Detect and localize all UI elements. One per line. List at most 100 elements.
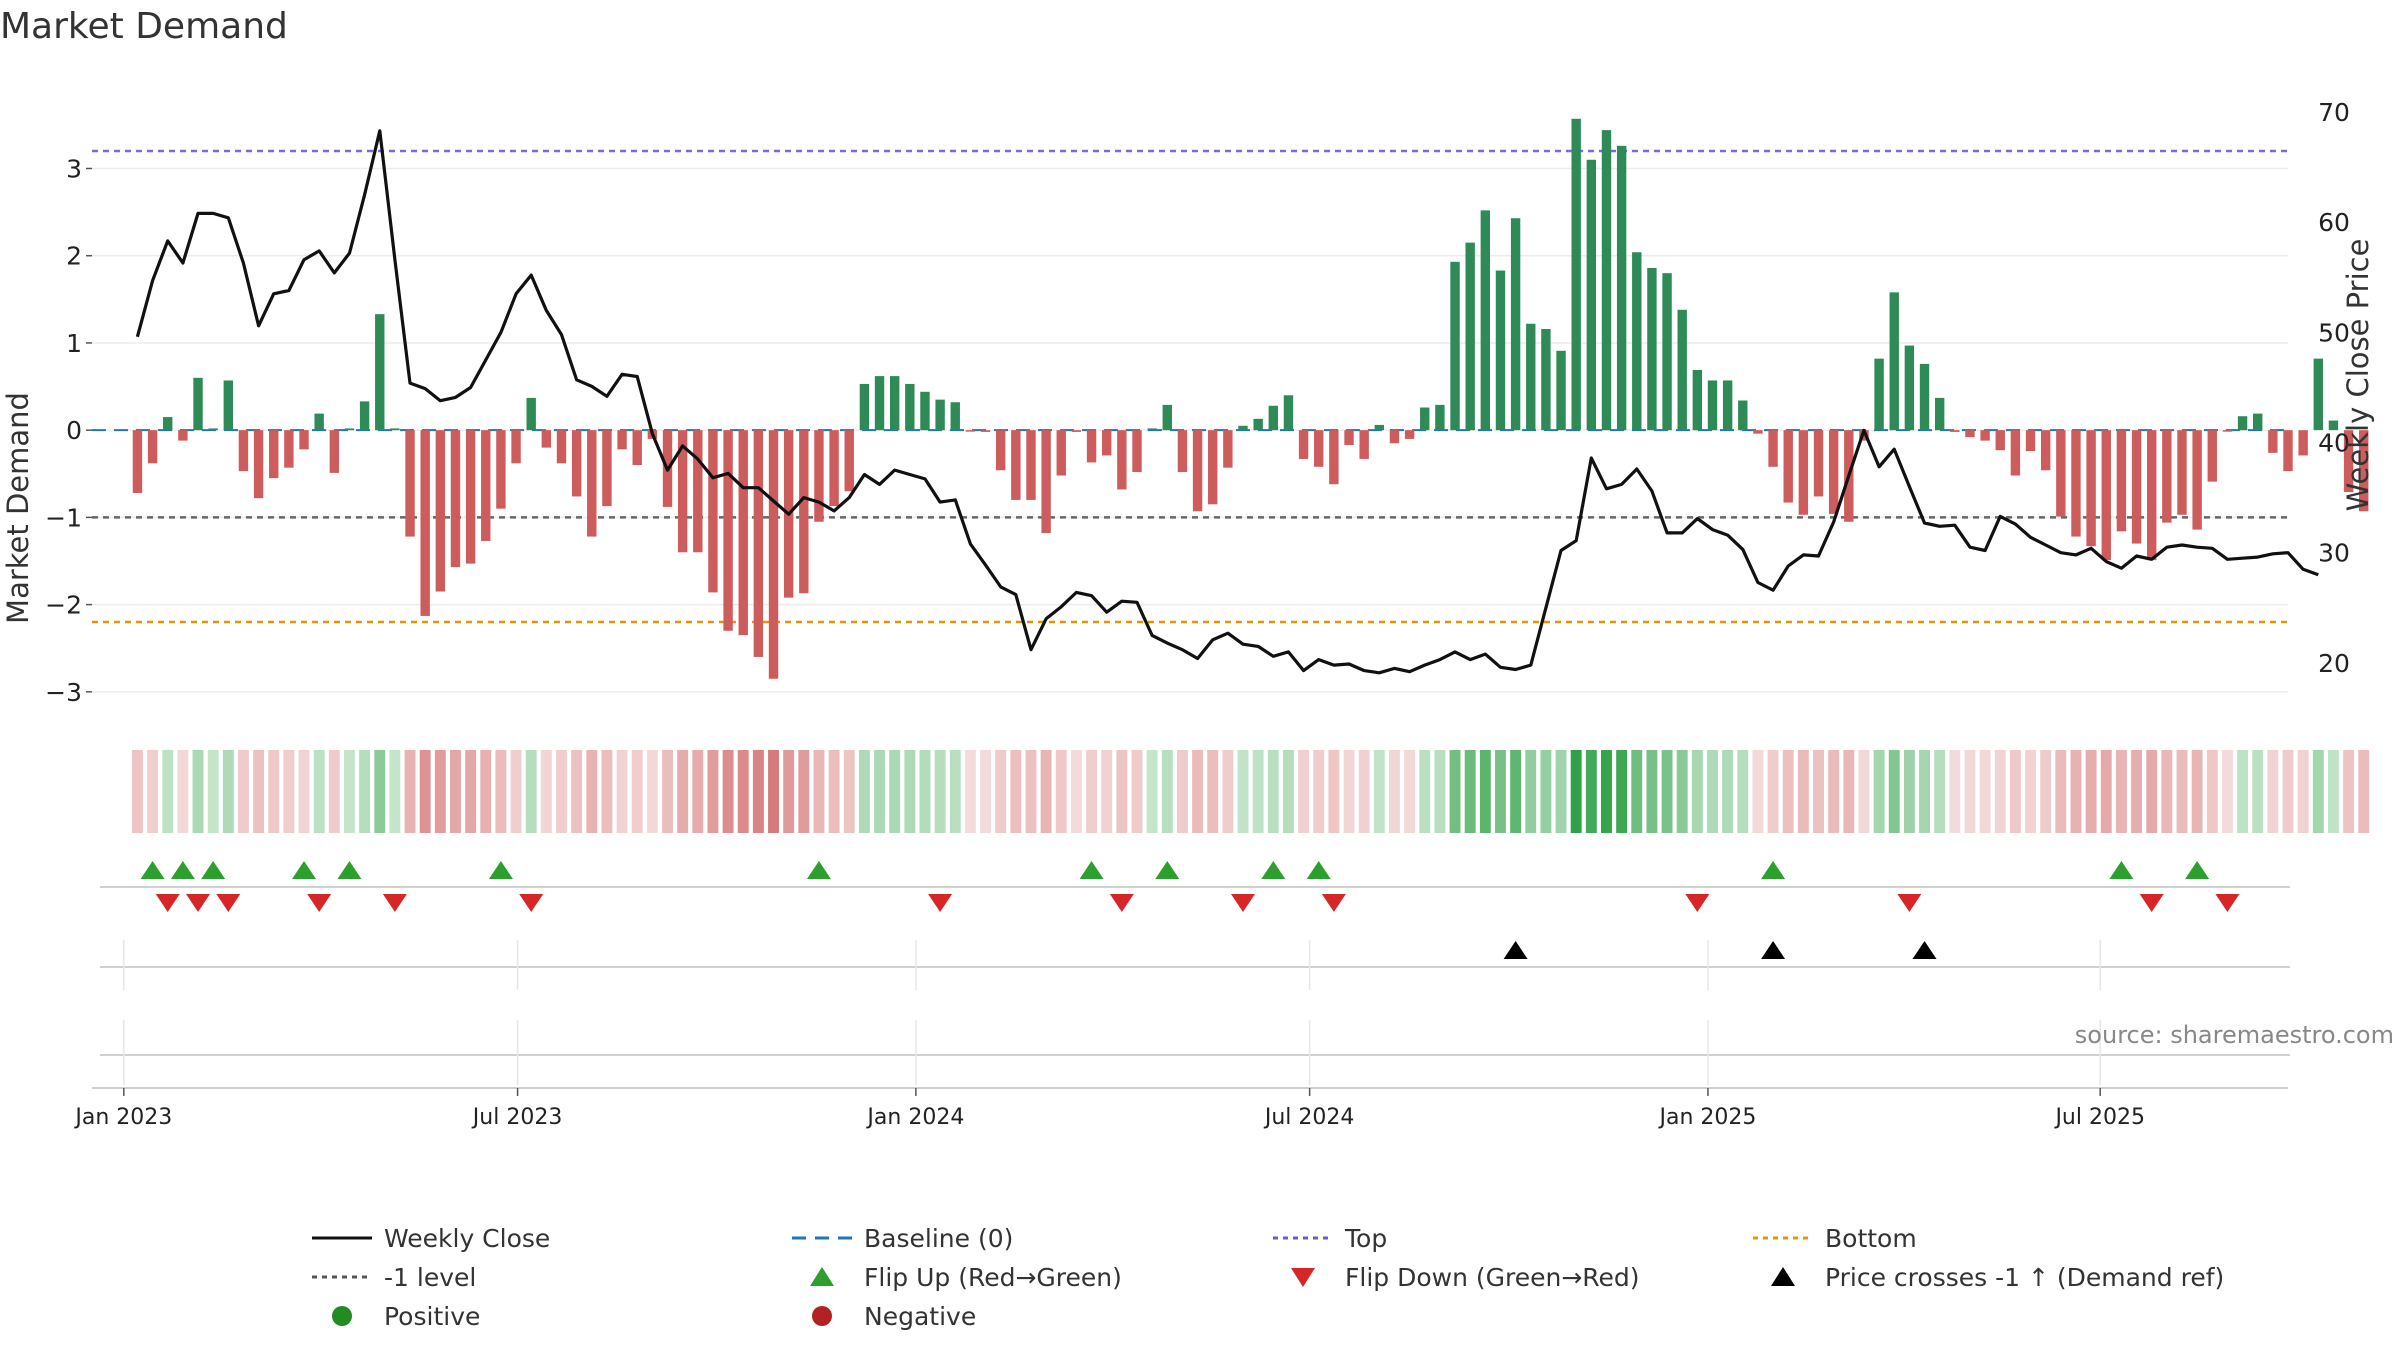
strip-cell <box>737 750 749 833</box>
strip-cell <box>298 750 310 833</box>
strip-cell <box>1479 750 1491 833</box>
legend-label: Flip Down (Green→Red) <box>1345 1263 1640 1292</box>
strip-cell <box>389 750 401 833</box>
demand-bar <box>1632 252 1642 431</box>
demand-bar <box>556 430 567 464</box>
strip-cell <box>1131 750 1143 833</box>
demand-bar <box>1828 430 1839 514</box>
strip-cell <box>707 750 719 833</box>
strip-cell <box>1873 750 1885 833</box>
legend-item: Flip Down (Green→Red) <box>1291 1263 1640 1292</box>
strip-cell <box>1389 750 1400 833</box>
strip-cell <box>889 750 901 833</box>
flip-down-marker <box>928 894 953 912</box>
demand-bar <box>1677 309 1687 431</box>
demand-bar <box>1450 261 1460 431</box>
demand-bar <box>920 391 930 431</box>
demand-bar <box>799 430 809 594</box>
strip-cell <box>1101 750 1113 833</box>
strip-cell <box>207 750 219 833</box>
demand-bar <box>859 383 870 431</box>
strip-cell <box>2176 750 2188 833</box>
demand-bar <box>935 399 945 431</box>
demand-bar <box>1707 380 1718 431</box>
flip-up-marker <box>337 861 362 879</box>
strip-cell <box>1116 750 1128 833</box>
right-tick-label: 30 <box>2318 539 2350 568</box>
strip-cell <box>1343 750 1355 833</box>
right-tick-label: 50 <box>2318 318 2350 347</box>
demand-bar <box>1859 430 1869 441</box>
demand-bar <box>2253 413 2263 431</box>
demand-bar <box>1102 430 1112 456</box>
strip-cell <box>1055 750 1067 833</box>
strip-cell <box>177 750 189 833</box>
demand-bar <box>587 430 597 537</box>
demand-bar <box>1404 430 1415 439</box>
strip-cell <box>1146 750 1158 833</box>
legend-label: Flip Up (Red→Green) <box>864 1263 1122 1292</box>
strip-cell <box>1979 750 1991 833</box>
strip-cell <box>2327 750 2339 833</box>
strip-cell <box>2221 750 2233 833</box>
legend-label: Positive <box>384 1302 480 1331</box>
demand-bar <box>1995 430 2005 451</box>
demand-bar <box>465 430 476 564</box>
price-cross-marker <box>1912 941 1937 959</box>
strip-cell <box>1555 750 1567 833</box>
strip-cell <box>1661 750 1673 833</box>
left-tick-label: 0 <box>66 416 82 445</box>
strip-cell <box>1646 750 1658 833</box>
flip-up-marker <box>1155 861 1180 879</box>
strip-cell <box>1267 750 1279 833</box>
strip-cell <box>313 750 325 833</box>
strip-cell <box>540 750 552 833</box>
strip-cell <box>828 750 840 833</box>
demand-bar <box>571 430 582 497</box>
strip-cell <box>374 750 386 833</box>
strip-cell <box>525 750 537 833</box>
demand-color-strip <box>131 750 2370 833</box>
strip-cell <box>344 750 355 833</box>
strip-cell <box>1934 750 1946 833</box>
price-cross-marker <box>1761 941 1786 959</box>
strip-cell <box>1070 750 1082 833</box>
demand-bar <box>420 430 430 616</box>
strip-cell <box>162 750 174 833</box>
left-tick-label: 3 <box>66 155 82 184</box>
demand-bar <box>1162 404 1172 431</box>
demand-bar <box>1132 430 1142 473</box>
demand-bar <box>617 430 627 450</box>
strip-cell <box>192 750 204 833</box>
demand-bar <box>1268 405 1278 431</box>
demand-bar <box>390 428 400 431</box>
strip-cell <box>722 750 734 833</box>
demand-bar <box>1298 430 1309 459</box>
demand-bar <box>208 428 218 431</box>
demand-bar <box>1662 273 1672 431</box>
strip-cell <box>1282 750 1294 833</box>
strip-cell <box>2040 750 2052 833</box>
flip-down-marker <box>1321 894 1346 912</box>
demand-bar <box>496 430 506 509</box>
demand-bar <box>632 430 642 466</box>
strip-cell <box>2055 750 2067 833</box>
demand-bar <box>1813 430 1824 497</box>
demand-bar <box>2237 416 2248 431</box>
demand-bar <box>1041 430 1051 534</box>
demand-bar <box>1314 430 1324 467</box>
strip-cell <box>237 750 249 833</box>
strip-cell <box>2009 750 2021 833</box>
demand-bar <box>2162 430 2172 523</box>
demand-bar <box>738 430 748 636</box>
demand-bar <box>269 430 279 479</box>
flip-down-marker <box>1897 894 1922 912</box>
strip-cell <box>1222 750 1234 833</box>
demand-bar <box>1389 430 1400 444</box>
strip-cell <box>147 750 159 833</box>
demand-bar <box>1374 424 1385 431</box>
demand-bar <box>1950 430 1960 432</box>
demand-bar <box>344 428 355 431</box>
demand-bar <box>768 430 779 679</box>
demand-bar <box>2359 430 2369 512</box>
